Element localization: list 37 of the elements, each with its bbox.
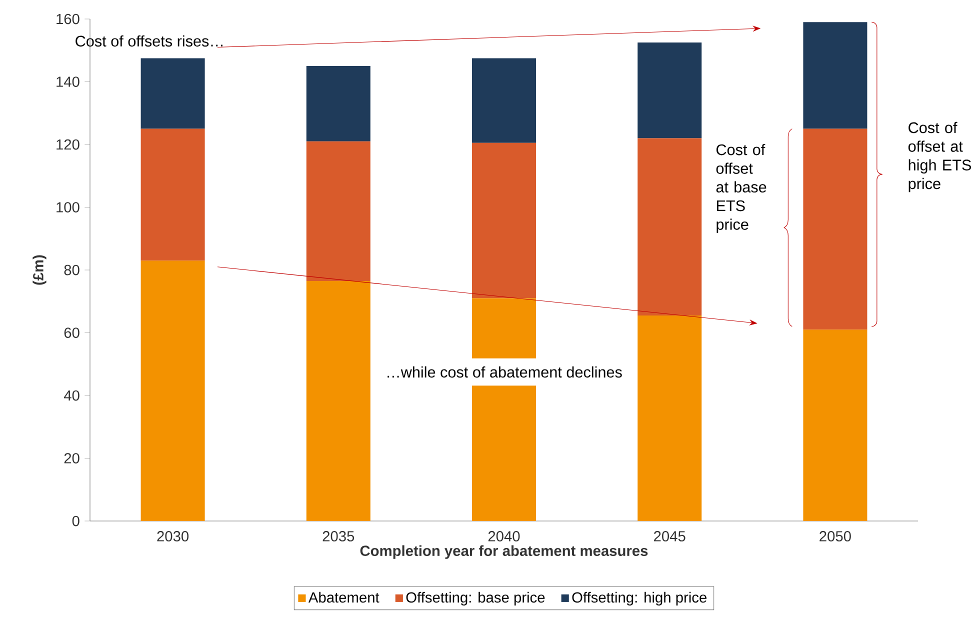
- annotation: Cost of offset at high ETS price: [908, 122, 972, 192]
- x-axis-title: Completion year for abatement measures: [360, 545, 648, 559]
- y-tick-label: 140: [56, 76, 80, 87]
- y-tick-label: 40: [64, 390, 80, 401]
- bar: [638, 315, 702, 521]
- bar: [306, 280, 370, 521]
- y-tick-label: 100: [56, 202, 80, 212]
- y-tick-label: 120: [56, 139, 80, 150]
- bar: [638, 138, 702, 316]
- bar: [803, 22, 868, 129]
- bar: [140, 128, 205, 261]
- x-tick-label: 2050: [820, 531, 851, 542]
- bar: [803, 128, 868, 330]
- annotation: …while cost of abatement declines: [388, 366, 622, 378]
- x-tick-label: 2040: [488, 531, 520, 542]
- legend-label: Offsetting: base price: [406, 592, 545, 606]
- legend-label: Abatement: [308, 592, 380, 603]
- annotation: Cost of offset at base ETS price: [716, 144, 766, 233]
- y-axis-title: (£m): [32, 255, 46, 285]
- y-tick-label: 60: [64, 328, 80, 338]
- y-tick-label: 80: [64, 264, 80, 276]
- legend-label: Offsetting: high price: [572, 592, 706, 606]
- y-tick-label: 0: [72, 516, 80, 526]
- bar: [140, 58, 205, 129]
- x-tick-label: 2035: [322, 531, 354, 542]
- y-tick-label: 20: [64, 453, 80, 464]
- annotation: Cost of offsets rises…: [76, 35, 222, 47]
- bar: [306, 66, 370, 142]
- bar: [472, 58, 536, 143]
- bar: [306, 141, 370, 281]
- bar: [803, 330, 868, 521]
- bar: [472, 142, 536, 298]
- x-tick-label: 2045: [654, 531, 686, 542]
- bar: [638, 42, 702, 138]
- y-tick-label: 160: [56, 14, 80, 24]
- x-tick-label: 2030: [157, 531, 189, 542]
- bar: [140, 260, 205, 521]
